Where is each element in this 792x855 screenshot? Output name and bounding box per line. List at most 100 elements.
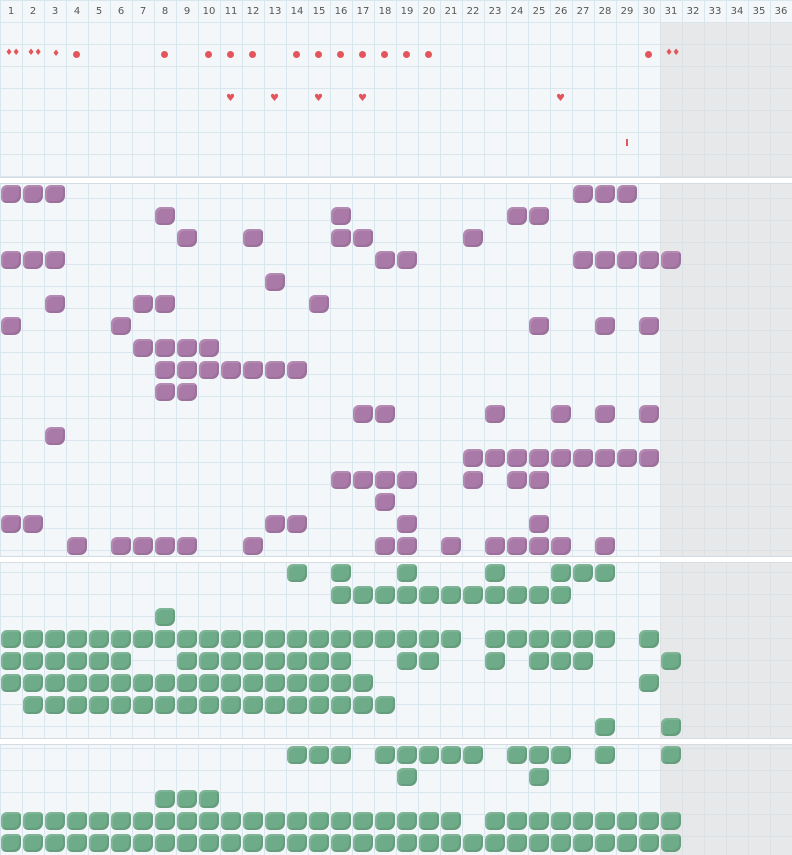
purple-entry-blob[interactable] xyxy=(177,339,197,357)
purple-entry-blob[interactable] xyxy=(507,207,527,225)
purple-entry-blob[interactable] xyxy=(155,295,175,313)
purple-entry-blob[interactable] xyxy=(397,251,417,269)
green-entry-blob[interactable] xyxy=(551,812,571,830)
purple-entry-blob[interactable] xyxy=(67,537,87,555)
purple-entry-blob[interactable] xyxy=(507,471,527,489)
green-entry-blob[interactable] xyxy=(67,674,87,692)
purple-entry-blob[interactable] xyxy=(595,405,615,423)
purple-entry-blob[interactable] xyxy=(529,515,549,533)
green-entry-blob[interactable] xyxy=(639,674,659,692)
green-entry-blob[interactable] xyxy=(287,564,307,582)
green-entry-blob[interactable] xyxy=(309,834,329,852)
purple-entry-blob[interactable] xyxy=(507,537,527,555)
green-entry-blob[interactable] xyxy=(45,652,65,670)
green-entry-blob[interactable] xyxy=(265,630,285,648)
green-entry-blob[interactable] xyxy=(1,834,21,852)
green-entry-blob[interactable] xyxy=(573,834,593,852)
green-entry-blob[interactable] xyxy=(551,564,571,582)
green-entry-blob[interactable] xyxy=(111,630,131,648)
green-entry-blob[interactable] xyxy=(507,586,527,604)
purple-entry-blob[interactable] xyxy=(177,537,197,555)
green-entry-blob[interactable] xyxy=(23,630,43,648)
green-entry-blob[interactable] xyxy=(155,834,175,852)
green-entry-blob[interactable] xyxy=(375,746,395,764)
green-entry-blob[interactable] xyxy=(551,630,571,648)
purple-entry-blob[interactable] xyxy=(485,537,505,555)
purple-entry-blob[interactable] xyxy=(353,229,373,247)
green-entry-blob[interactable] xyxy=(133,674,153,692)
green-entry-blob[interactable] xyxy=(111,812,131,830)
dot-icon[interactable] xyxy=(161,51,168,58)
green-entry-blob[interactable] xyxy=(639,630,659,648)
green-entry-blob[interactable] xyxy=(595,564,615,582)
purple-entry-blob[interactable] xyxy=(155,361,175,379)
dot-icon[interactable] xyxy=(381,51,388,58)
purple-entry-blob[interactable] xyxy=(463,449,483,467)
green-entry-blob[interactable] xyxy=(155,630,175,648)
dot-icon[interactable] xyxy=(249,51,256,58)
green-entry-blob[interactable] xyxy=(199,834,219,852)
green-entry-blob[interactable] xyxy=(419,746,439,764)
dot-icon[interactable] xyxy=(425,51,432,58)
green-entry-blob[interactable] xyxy=(617,812,637,830)
green-entry-blob[interactable] xyxy=(67,652,87,670)
green-entry-blob[interactable] xyxy=(529,834,549,852)
dot-icon[interactable] xyxy=(645,51,652,58)
green-entry-blob[interactable] xyxy=(463,746,483,764)
green-entry-blob[interactable] xyxy=(155,812,175,830)
purple-entry-blob[interactable] xyxy=(1,317,21,335)
purple-entry-blob[interactable] xyxy=(1,185,21,203)
green-entry-blob[interactable] xyxy=(375,586,395,604)
green-entry-blob[interactable] xyxy=(485,834,505,852)
green-entry-blob[interactable] xyxy=(89,652,109,670)
green-entry-blob[interactable] xyxy=(397,812,417,830)
green-entry-blob[interactable] xyxy=(45,674,65,692)
green-entry-blob[interactable] xyxy=(199,652,219,670)
green-entry-blob[interactable] xyxy=(529,652,549,670)
green-entry-blob[interactable] xyxy=(45,812,65,830)
purple-entry-blob[interactable] xyxy=(529,317,549,335)
green-entry-blob[interactable] xyxy=(529,746,549,764)
green-entry-blob[interactable] xyxy=(309,812,329,830)
purple-entry-blob[interactable] xyxy=(375,537,395,555)
green-entry-blob[interactable] xyxy=(353,586,373,604)
green-entry-blob[interactable] xyxy=(419,652,439,670)
green-entry-blob[interactable] xyxy=(23,834,43,852)
green-entry-blob[interactable] xyxy=(397,564,417,582)
dot-icon[interactable] xyxy=(227,51,234,58)
green-entry-blob[interactable] xyxy=(573,630,593,648)
green-entry-blob[interactable] xyxy=(155,608,175,626)
green-entry-blob[interactable] xyxy=(287,834,307,852)
purple-entry-blob[interactable] xyxy=(111,537,131,555)
green-entry-blob[interactable] xyxy=(353,834,373,852)
green-entry-blob[interactable] xyxy=(397,768,417,786)
purple-entry-blob[interactable] xyxy=(287,361,307,379)
heart-icon[interactable]: ♥ xyxy=(270,93,279,104)
green-entry-blob[interactable] xyxy=(309,674,329,692)
purple-entry-blob[interactable] xyxy=(595,251,615,269)
green-entry-blob[interactable] xyxy=(155,696,175,714)
green-entry-blob[interactable] xyxy=(67,812,87,830)
purple-entry-blob[interactable] xyxy=(45,185,65,203)
green-entry-blob[interactable] xyxy=(441,834,461,852)
green-entry-blob[interactable] xyxy=(595,718,615,736)
green-entry-blob[interactable] xyxy=(265,696,285,714)
green-entry-blob[interactable] xyxy=(463,834,483,852)
green-entry-blob[interactable] xyxy=(221,812,241,830)
dot-icon[interactable] xyxy=(337,51,344,58)
green-entry-blob[interactable] xyxy=(639,834,659,852)
purple-entry-blob[interactable] xyxy=(287,515,307,533)
green-entry-blob[interactable] xyxy=(661,812,681,830)
purple-entry-blob[interactable] xyxy=(639,449,659,467)
purple-entry-blob[interactable] xyxy=(463,471,483,489)
green-entry-blob[interactable] xyxy=(353,630,373,648)
purple-entry-blob[interactable] xyxy=(617,449,637,467)
purple-entry-blob[interactable] xyxy=(45,427,65,445)
green-entry-blob[interactable] xyxy=(265,652,285,670)
purple-entry-blob[interactable] xyxy=(331,229,351,247)
green-entry-blob[interactable] xyxy=(375,834,395,852)
green-entry-blob[interactable] xyxy=(89,630,109,648)
purple-entry-blob[interactable] xyxy=(375,251,395,269)
green-entry-blob[interactable] xyxy=(507,630,527,648)
purple-entry-blob[interactable] xyxy=(375,405,395,423)
